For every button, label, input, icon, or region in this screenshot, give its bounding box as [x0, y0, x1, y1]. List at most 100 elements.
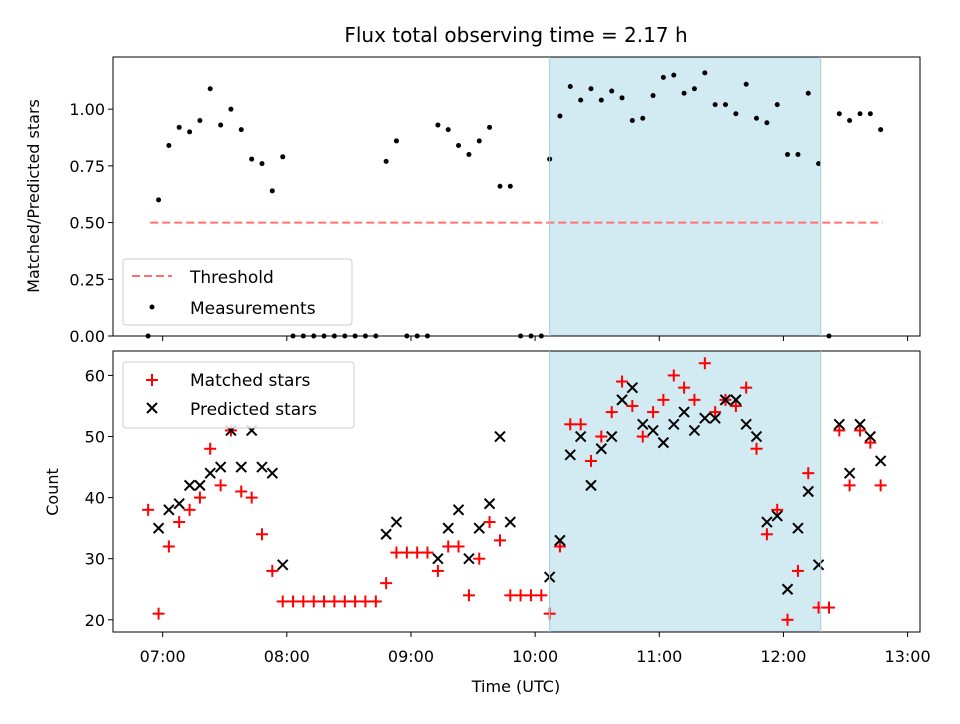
- matched-star-marker: [400, 546, 413, 559]
- matched-star-marker: [504, 589, 517, 602]
- measurement-point: [753, 115, 759, 121]
- matched-star-marker: [802, 467, 815, 480]
- marker-stroke: [380, 528, 392, 540]
- measurement-point: [487, 124, 493, 130]
- marker-stroke: [432, 552, 444, 565]
- matched-star-marker: [647, 406, 660, 419]
- measurement-point: [743, 81, 749, 87]
- measurement-point: [867, 111, 873, 117]
- predicted-star-marker: [463, 552, 475, 565]
- matched-star-marker: [255, 528, 268, 541]
- matched-star-marker: [874, 479, 887, 492]
- matched-star-marker: [729, 399, 742, 412]
- measurement-point: [249, 156, 255, 162]
- predicted-star-marker: [204, 467, 216, 479]
- marker-stroke: [390, 516, 403, 528]
- marker-stroke: [843, 467, 856, 479]
- predicted-star-marker: [637, 418, 649, 431]
- measurement-point: [187, 129, 193, 135]
- measurement-point: [712, 102, 718, 108]
- measurement-point: [507, 183, 513, 189]
- measurement-point: [805, 90, 811, 96]
- marker-stroke: [678, 406, 690, 418]
- predicted-star-marker: [494, 430, 506, 443]
- measurement-point: [218, 122, 224, 128]
- measurement-point: [722, 102, 728, 108]
- top-panel-x-ticks: [162, 336, 909, 341]
- matched-star-marker: [266, 564, 279, 577]
- measurement-point: [774, 102, 780, 108]
- measurement-point: [228, 106, 234, 112]
- predicted-star-marker: [802, 485, 814, 498]
- predicted-star-marker: [256, 461, 268, 473]
- bottom-legend-box: [122, 361, 355, 429]
- predicted-star-marker: [235, 461, 247, 473]
- marker-stroke: [709, 412, 721, 424]
- predicted-star-marker: [833, 418, 846, 431]
- marker-stroke: [668, 418, 680, 431]
- marker-stroke: [595, 443, 608, 455]
- y-tick-label: 0.50: [69, 214, 105, 233]
- predicted-star-points: [152, 381, 887, 595]
- matched-star-marker: [235, 485, 248, 498]
- measurement-point: [435, 122, 441, 128]
- y-tick-label: 60: [85, 366, 105, 385]
- predicted-star-marker: [442, 522, 454, 534]
- measurement-point: [650, 93, 656, 99]
- predicted-star-marker: [647, 424, 659, 437]
- predicted-star-marker: [214, 461, 227, 473]
- predicted-star-marker: [843, 467, 856, 479]
- marker-stroke: [802, 485, 814, 498]
- x-tick-label: 11:00: [636, 647, 682, 666]
- measurement-points: [145, 70, 884, 339]
- predicted-star-marker: [792, 522, 804, 534]
- matched-star-marker: [864, 436, 877, 449]
- matched-star-marker: [193, 491, 206, 504]
- matched-star-marker: [698, 357, 711, 370]
- matched-star-marker: [750, 442, 763, 455]
- marker-stroke: [266, 467, 278, 479]
- legend-threshold-label: Threshold: [189, 268, 274, 288]
- bottom-panel-x-ticks: 07:00 08:00 09:00 10:00 11:00 12:00 13:00: [140, 632, 931, 666]
- marker-stroke: [854, 418, 866, 431]
- marker-stroke: [163, 504, 175, 516]
- x-tick-label: 10:00: [512, 647, 558, 666]
- marker-stroke: [771, 510, 783, 522]
- top-legend-box: [122, 258, 353, 326]
- predicted-star-marker: [668, 418, 680, 431]
- predicted-star-marker: [709, 412, 721, 424]
- x-tick-label: 07:00: [140, 647, 186, 666]
- matched-star-marker: [688, 393, 701, 406]
- legend-measurements-label: Measurements: [190, 299, 316, 319]
- marker-stroke: [442, 522, 454, 534]
- bottom-y-axis-label: Count: [43, 468, 62, 516]
- top-panel: 0.00 0.25 0.50 0.75 1.00 Matched/Predicted s…: [24, 56, 921, 346]
- measurement-point: [207, 86, 213, 92]
- top-y-axis-label: Matched/Predicted stars: [24, 99, 43, 293]
- marker-stroke: [792, 522, 804, 534]
- marker-stroke: [699, 412, 711, 424]
- matched-star-marker: [421, 546, 434, 559]
- matched-star-marker: [605, 406, 618, 419]
- matched-star-marker: [636, 430, 649, 443]
- marker-stroke: [483, 498, 496, 510]
- marker-stroke: [504, 516, 516, 528]
- matched-star-marker: [369, 595, 382, 608]
- predicted-star-marker: [781, 583, 794, 595]
- bottom-panel: 20 30 40 50 60 07:00 08:00 09:00 10:00 11:00 12:0…: [43, 350, 931, 696]
- marker-stroke: [719, 394, 732, 406]
- measurement-point: [671, 72, 677, 78]
- predicted-star-marker: [616, 394, 628, 406]
- matched-star-marker: [204, 442, 217, 455]
- x-tick-label: 08:00: [264, 647, 310, 666]
- matched-star-marker: [276, 595, 289, 608]
- predicted-star-marker: [564, 449, 576, 461]
- matched-star-marker: [493, 534, 506, 547]
- legend-predicted-label: Predicted stars: [190, 400, 317, 420]
- marker-stroke: [473, 522, 485, 534]
- matched-star-marker: [678, 381, 691, 394]
- predicted-star-marker: [152, 522, 165, 534]
- matched-star-marker: [564, 418, 577, 431]
- measurement-point: [733, 111, 739, 117]
